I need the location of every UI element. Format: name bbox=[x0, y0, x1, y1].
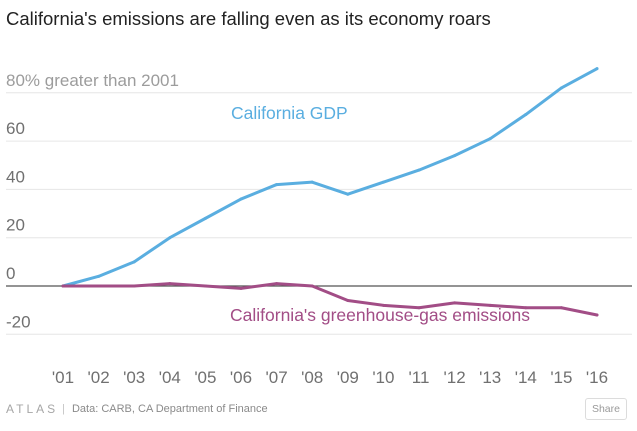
emissions-point bbox=[275, 282, 279, 286]
emissions-point bbox=[417, 306, 421, 310]
gdp-point bbox=[132, 260, 136, 264]
series-label-emissions: California's greenhouse-gas emissions bbox=[230, 305, 530, 325]
emissions-point bbox=[524, 306, 528, 310]
gdp-point bbox=[310, 180, 314, 184]
emissions-point bbox=[310, 284, 314, 288]
x-tick-label: '07 bbox=[266, 368, 288, 387]
emissions-point bbox=[595, 313, 599, 317]
gdp-point bbox=[168, 236, 172, 240]
gdp-point bbox=[203, 216, 207, 220]
x-tick-label: '05 bbox=[194, 368, 216, 387]
x-tick-label: '16 bbox=[586, 368, 608, 387]
x-tick-label: '12 bbox=[444, 368, 466, 387]
footer-separator: | bbox=[62, 403, 65, 415]
x-tick-label: '11 bbox=[409, 368, 430, 387]
emissions-point bbox=[97, 284, 101, 288]
gdp-point bbox=[239, 197, 243, 201]
emissions-point bbox=[168, 282, 172, 286]
gdp-point bbox=[488, 137, 492, 141]
x-tick-label: '06 bbox=[230, 368, 252, 387]
gdp-point bbox=[346, 192, 350, 196]
chart-title: California's emissions are falling even … bbox=[6, 8, 491, 29]
emissions-point bbox=[453, 301, 457, 305]
emissions-point bbox=[488, 303, 492, 307]
y-tick-label: 60 bbox=[6, 119, 25, 138]
gdp-point bbox=[524, 113, 528, 117]
x-tick-label: '03 bbox=[123, 368, 145, 387]
gdp-point bbox=[97, 274, 101, 278]
y-tick-label-annotation: 80% greater than 2001 bbox=[6, 71, 179, 90]
gdp-point bbox=[381, 180, 385, 184]
x-axis-ticks: '01 '02 '03 '04 '05 '06 '07 '08 '09 '10 '11 '12 '13 '… bbox=[52, 368, 608, 387]
emissions-point bbox=[239, 286, 243, 290]
emissions-point bbox=[559, 306, 563, 310]
series-labels: California GDP California's greenhouse-ga… bbox=[230, 103, 530, 325]
footer: ATLAS | Data: CARB, CA Department of Fin… bbox=[6, 400, 268, 418]
x-tick-label: '04 bbox=[159, 368, 181, 387]
emissions-point bbox=[381, 303, 385, 307]
gdp-point bbox=[275, 183, 279, 187]
x-tick-label: '08 bbox=[301, 368, 323, 387]
emissions-point bbox=[203, 284, 207, 288]
emissions-point bbox=[346, 298, 350, 302]
y-tick-label: 0 bbox=[6, 264, 15, 283]
series-lines bbox=[61, 67, 599, 317]
emissions-point bbox=[61, 284, 65, 288]
x-tick-label: '14 bbox=[515, 368, 537, 387]
x-tick-label: '09 bbox=[337, 368, 359, 387]
share-button[interactable]: Share bbox=[584, 398, 627, 420]
x-tick-label: '02 bbox=[88, 368, 110, 387]
x-tick-label: '01 bbox=[52, 368, 74, 387]
gdp-point bbox=[417, 168, 421, 172]
y-tick-label: 40 bbox=[6, 167, 25, 186]
emissions-point bbox=[132, 284, 136, 288]
gdp-point bbox=[559, 86, 563, 90]
x-tick-label: '13 bbox=[479, 368, 501, 387]
series-label-gdp: California GDP bbox=[231, 103, 348, 123]
emissions-line bbox=[61, 282, 599, 317]
gridlines bbox=[6, 92, 632, 335]
gdp-line bbox=[61, 67, 599, 288]
gdp-point bbox=[595, 67, 599, 71]
source-note: Data: CARB, CA Department of Finance bbox=[71, 403, 268, 415]
y-tick-label: -20 bbox=[6, 312, 31, 331]
y-tick-label: 20 bbox=[6, 216, 25, 235]
x-tick-label: '15 bbox=[550, 368, 572, 387]
atlas-logo: ATLAS bbox=[6, 402, 59, 416]
x-tick-label: '10 bbox=[372, 368, 394, 387]
y-axis-ticks: 80% greater than 2001 60 40 20 0 -20 bbox=[6, 71, 179, 331]
gdp-point bbox=[453, 154, 457, 158]
